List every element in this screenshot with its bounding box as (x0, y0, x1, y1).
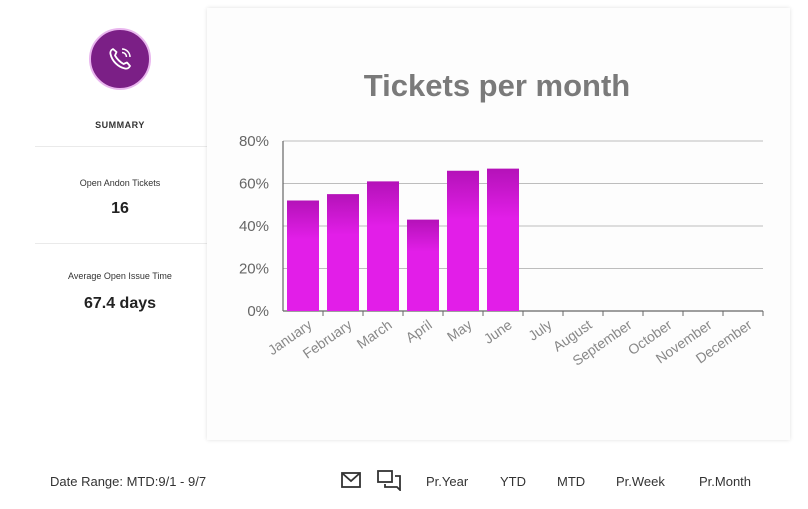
open-tickets-value: 16 (111, 200, 129, 217)
period-pr-month-button[interactable]: Pr.Month (699, 474, 752, 489)
bar-february[interactable] (327, 194, 359, 311)
phone-icon[interactable] (89, 28, 151, 90)
x-tick-label: June (481, 316, 515, 347)
summary-panel: SUMMARY Open Andon Tickets 16 Average Op… (0, 0, 207, 440)
email-icon[interactable] (338, 468, 364, 492)
chart-title: Tickets per month (363, 68, 631, 103)
y-tick-label: 80% (239, 133, 269, 150)
bar-april[interactable] (407, 219, 439, 311)
y-tick-label: 40% (239, 218, 269, 235)
bar-june[interactable] (487, 168, 519, 311)
footer-bar: Date Range: MTD:9/1 - 9/7 Pr.Year YTD MT… (0, 448, 808, 509)
avg-time-value: 67.4 days (83, 295, 157, 312)
chat-icon[interactable] (376, 468, 402, 492)
y-tick-label: 0% (247, 303, 269, 320)
period-pr-year-button[interactable]: Pr.Year (426, 474, 469, 489)
x-tick-label: April (403, 316, 435, 345)
open-tickets-label: Open Andon Tickets (79, 178, 161, 188)
summary-label: SUMMARY (95, 120, 145, 130)
divider (35, 146, 207, 147)
bar-march[interactable] (367, 181, 399, 311)
bar-january[interactable] (287, 200, 319, 312)
period-mtd-button[interactable]: MTD (557, 474, 586, 489)
y-tick-label: 20% (239, 261, 269, 278)
y-tick-label: 60% (239, 176, 269, 193)
date-range-label: Date Range: MTD:9/1 - 9/7 (50, 474, 207, 489)
x-tick-label: July (525, 316, 555, 343)
bar-may[interactable] (447, 170, 479, 311)
period-ytd-button[interactable]: YTD (500, 474, 526, 489)
period-pr-week-button[interactable]: Pr.Week (616, 474, 665, 489)
x-tick-label: May (444, 316, 475, 344)
divider (35, 243, 207, 244)
x-tick-label: March (354, 316, 395, 351)
avg-time-label: Average Open Issue Time (68, 271, 172, 281)
phone-icon-glyph (109, 48, 131, 70)
